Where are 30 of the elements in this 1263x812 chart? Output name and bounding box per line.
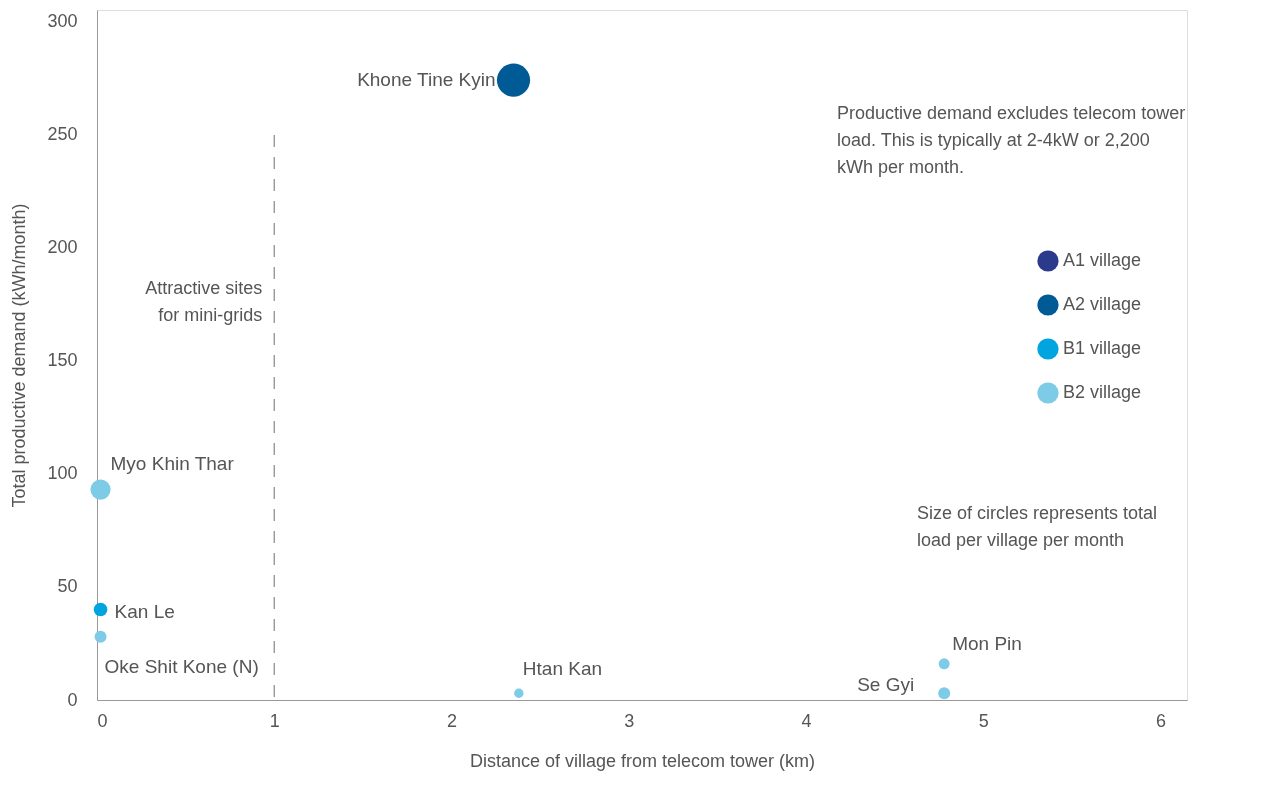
legend-label: B2 village xyxy=(1063,382,1142,402)
legend-label: A1 village xyxy=(1063,250,1142,270)
annotation: Myo Khin Thar xyxy=(110,452,235,474)
y-tick-label: 0 xyxy=(67,689,78,710)
x-tick-label: 6 xyxy=(1155,710,1166,731)
annotation: Se Gyi xyxy=(857,674,915,696)
x-tick-label: 2 xyxy=(446,710,457,731)
x-tick-label: 5 xyxy=(978,710,989,731)
x-axis-title: Distance of village from telecom tower (km) xyxy=(469,750,816,771)
annotation: Productive demand excludes telecom tower load. This is typically at 2-4kW or 2,200 kWh per month. xyxy=(837,103,1186,177)
legend-label: B1 village xyxy=(1063,338,1142,358)
x-tick-label: 3 xyxy=(624,710,635,731)
annotation: Oke Shit Kone (N) xyxy=(104,655,259,677)
legend-label: A2 village xyxy=(1063,294,1142,314)
y-tick-label: 50 xyxy=(57,576,78,597)
y-tick-label: 150 xyxy=(47,350,78,371)
annotation: Khone Tine Kyin xyxy=(357,69,496,91)
annotation: Htan Kan xyxy=(522,658,603,680)
x-tick-label: 4 xyxy=(801,710,812,731)
x-tick-label: 0 xyxy=(97,710,108,731)
y-tick-label: 300 xyxy=(47,10,78,31)
x-tick-label: 1 xyxy=(269,710,280,731)
y-axis-title: Total productive demand (kWh/month) xyxy=(9,203,30,508)
annotation: Size of circles represents total load per village per month xyxy=(917,503,1158,550)
y-tick-label: 250 xyxy=(47,123,78,144)
annotation: Mon Pin xyxy=(952,632,1022,654)
y-tick-label: 200 xyxy=(47,237,78,258)
y-tick-label: 100 xyxy=(47,463,78,484)
ref-line-label: Attractive sites for mini-grids xyxy=(145,278,263,325)
annotation: Kan Le xyxy=(114,600,175,622)
